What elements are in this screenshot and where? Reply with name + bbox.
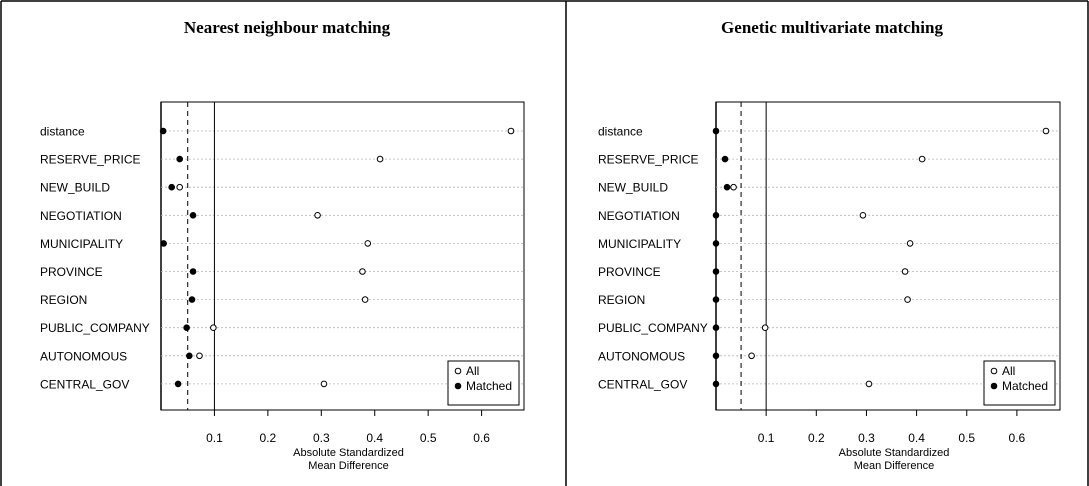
point-matched <box>712 240 720 247</box>
x-tick-label: 0.5 <box>420 431 437 445</box>
point-matched <box>712 296 720 303</box>
point-matched <box>188 296 196 303</box>
x-tick-label: 0.6 <box>473 431 490 445</box>
category-label: RESERVE_PRICE <box>598 153 698 167</box>
x-tick-label: 0.3 <box>858 431 875 445</box>
x-tick-label: 0.3 <box>313 431 330 445</box>
legend-marker-all <box>990 367 998 375</box>
x-axis-title: Mean Difference <box>854 460 935 472</box>
point-all <box>196 352 203 360</box>
point-matched <box>723 183 731 191</box>
point-matched <box>712 324 720 332</box>
x-axis-title: Absolute Standardized <box>293 447 404 459</box>
category-label: PROVINCE <box>598 265 661 279</box>
category-label: distance <box>40 125 85 139</box>
panel-nearest-neighbour: Nearest neighbour matching distance RESERV… <box>40 18 525 472</box>
legend-marker-all <box>454 367 462 375</box>
point-all <box>1042 127 1050 135</box>
point-all <box>901 268 909 275</box>
point-matched <box>176 155 184 163</box>
panel-genetic-multivariate: Genetic multivariate matching distance RES… <box>598 18 1061 472</box>
point-all <box>376 155 384 163</box>
point-all <box>314 212 321 219</box>
category-label: NEW_BUILD <box>40 181 110 195</box>
point-matched <box>183 324 190 332</box>
category-label: PUBLIC_COMPANY <box>40 321 150 335</box>
category-label: NEGOTIATION <box>40 209 122 223</box>
point-all <box>918 155 926 163</box>
point-matched <box>189 268 197 275</box>
x-tick-label: 0.4 <box>908 431 925 445</box>
category-label: AUTONOMOUS <box>598 349 685 363</box>
chart-title: Nearest neighbour matching <box>184 18 391 37</box>
category-label: MUNICIPALITY <box>40 237 123 251</box>
legend-marker-matched <box>990 382 998 390</box>
point-matched <box>712 352 720 360</box>
point-all <box>210 324 217 332</box>
category-label: PUBLIC_COMPANY <box>598 321 708 335</box>
chart-title: Genetic multivariate matching <box>721 18 943 37</box>
point-matched <box>712 127 720 135</box>
point-all <box>906 240 914 247</box>
point-matched <box>712 380 720 388</box>
point-all <box>748 352 755 360</box>
point-matched <box>712 212 720 219</box>
category-label: REGION <box>40 293 87 307</box>
x-tick-label: 0.1 <box>758 431 775 445</box>
x-tick-label: 0.2 <box>260 431 277 445</box>
point-matched <box>168 183 175 191</box>
point-all <box>361 296 369 303</box>
point-all <box>359 268 366 275</box>
category-label: RESERVE_PRICE <box>40 153 140 167</box>
point-all <box>507 127 515 135</box>
x-tick-label: 0.5 <box>958 431 975 445</box>
legend-marker-matched <box>454 382 462 390</box>
category-label: NEW_BUILD <box>598 181 668 195</box>
x-axis-title: Absolute Standardized <box>839 447 950 459</box>
point-all <box>730 183 737 191</box>
legend-label: Matched <box>1002 379 1048 393</box>
legend-label: All <box>466 364 479 378</box>
x-tick-label: 0.1 <box>206 431 223 445</box>
point-all <box>865 380 873 388</box>
point-all <box>176 183 184 191</box>
point-all <box>904 296 911 303</box>
category-label: CENTRAL_GOV <box>598 377 687 391</box>
legend-label: Matched <box>466 379 512 393</box>
point-matched <box>721 155 729 163</box>
point-all <box>761 324 769 332</box>
category-label: REGION <box>598 293 645 307</box>
point-matched <box>174 380 182 388</box>
x-tick-label: 0.2 <box>808 431 825 445</box>
point-matched <box>189 212 197 219</box>
category-label: distance <box>598 125 643 139</box>
category-label: CENTRAL_GOV <box>40 377 129 391</box>
category-label: NEGOTIATION <box>598 209 680 223</box>
legend-label: All <box>1002 364 1015 378</box>
category-label: MUNICIPALITY <box>598 237 681 251</box>
point-all <box>859 212 867 219</box>
x-tick-label: 0.4 <box>366 431 383 445</box>
point-matched <box>186 352 193 360</box>
category-label: PROVINCE <box>40 265 103 279</box>
x-axis-title: Mean Difference <box>308 460 389 472</box>
point-matched <box>159 127 167 135</box>
point-all <box>320 380 328 388</box>
category-label: AUTONOMOUS <box>40 349 127 363</box>
point-matched <box>160 240 167 247</box>
x-tick-label: 0.6 <box>1009 431 1026 445</box>
point-matched <box>712 268 720 275</box>
point-all <box>364 240 372 247</box>
